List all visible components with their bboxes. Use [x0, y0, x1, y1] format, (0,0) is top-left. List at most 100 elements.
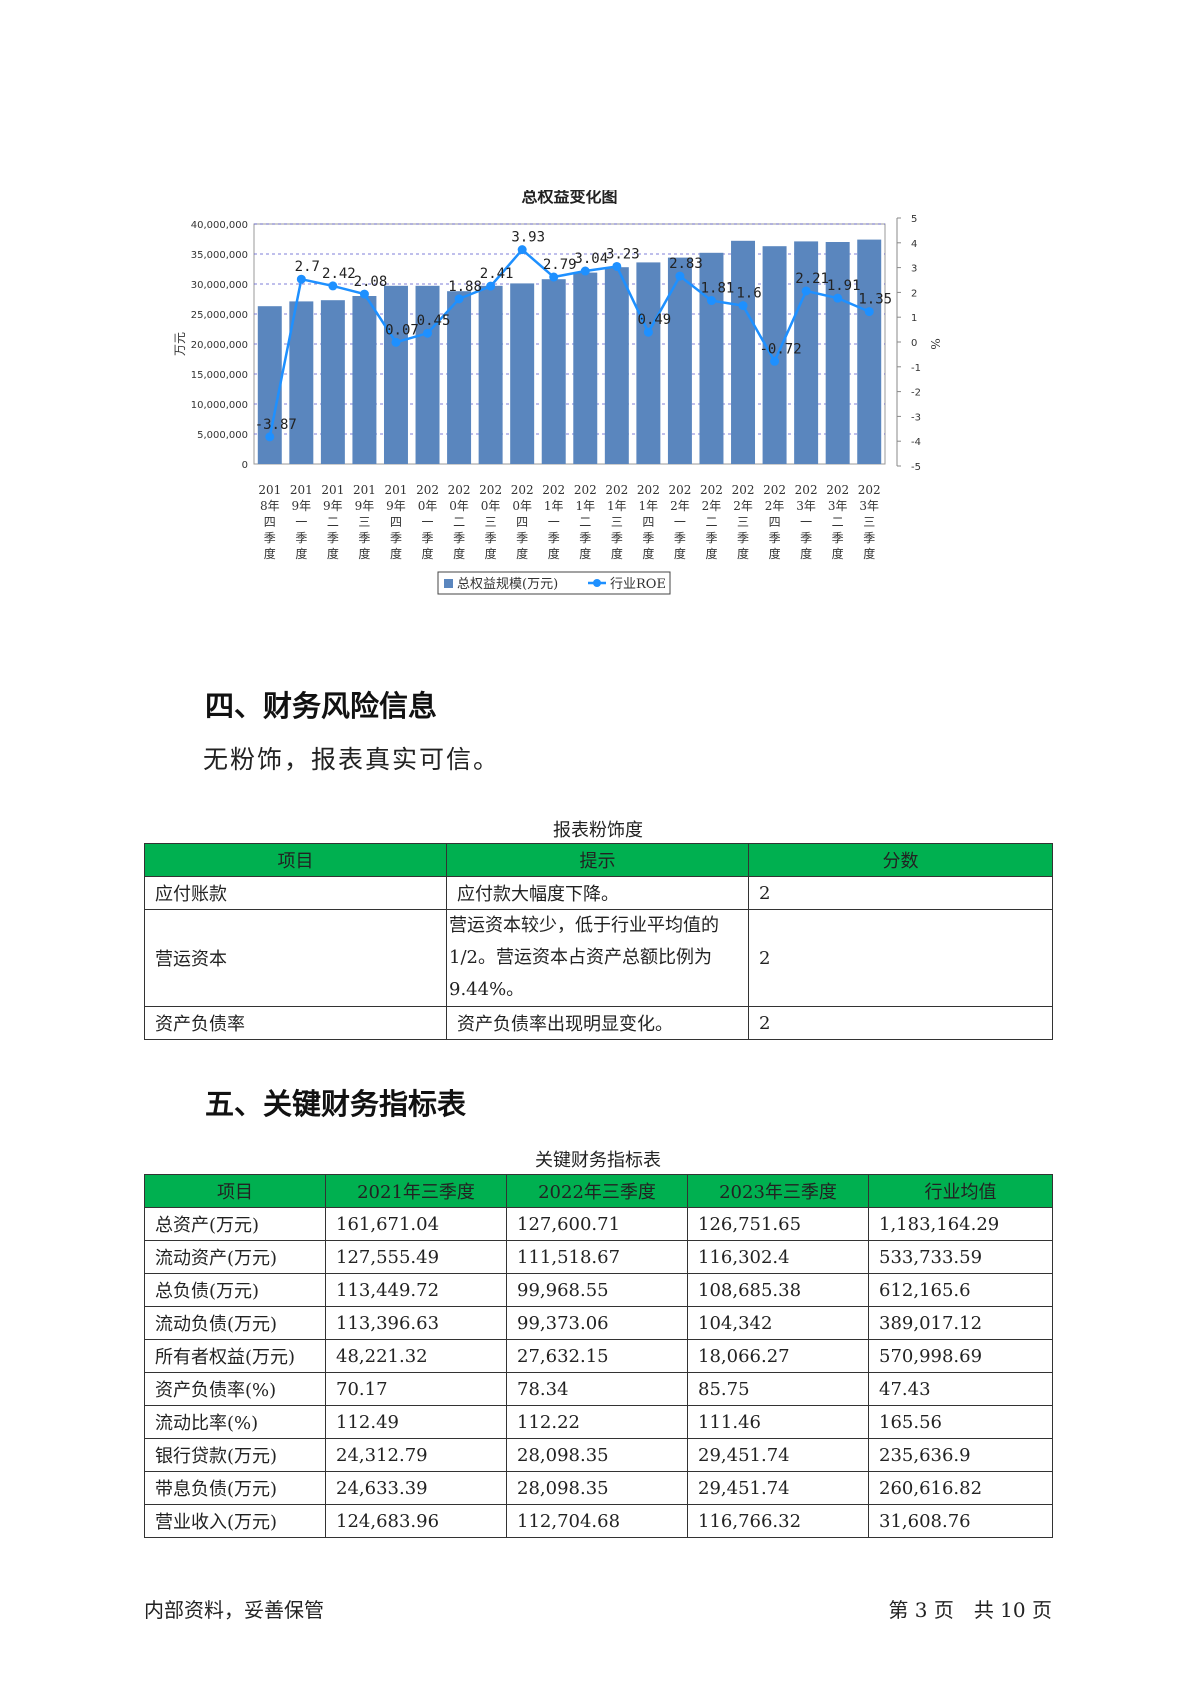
metric-value: 165.56: [868, 1405, 1053, 1439]
x-tick-label: 度: [705, 546, 717, 561]
table-row: 总负债(万元) 113,449.72 99,968.55 108,685.38 612,…: [144, 1273, 1053, 1307]
metric-value: 124,683.96: [325, 1504, 507, 1538]
y2-tick-label: -2: [911, 388, 921, 399]
x-tick-label: 3年: [859, 499, 879, 513]
metric-name: 营业收入(万元): [144, 1504, 326, 1538]
metric-value: 29,451.74: [687, 1471, 869, 1505]
x-tick-label: 一: [295, 515, 307, 529]
x-tick-label: 季: [548, 531, 560, 545]
x-tick-label: 季: [264, 531, 276, 545]
roe-data-label: 2.83: [669, 256, 703, 272]
y2-tick-label: -4: [911, 437, 921, 448]
roe-point: [423, 328, 433, 338]
y2-tick-label: 2: [911, 288, 917, 299]
x-tick-label: 度: [642, 546, 654, 561]
x-tick-label: 三: [737, 515, 749, 529]
x-tick-label: 度: [453, 546, 465, 561]
y2-tick-label: 0: [911, 338, 917, 349]
y2-tick-label: -3: [911, 412, 921, 423]
x-tick-label: 3年: [828, 499, 848, 513]
risk-header-hint: 提示: [446, 843, 749, 877]
bar: [289, 301, 314, 464]
x-tick-label: 季: [422, 531, 434, 545]
roe-data-label: 2.08: [354, 274, 388, 290]
x-tick-label: 201: [321, 483, 344, 497]
roe-point: [296, 274, 306, 284]
roe-line: [268, 247, 870, 438]
metric-value: 113,449.72: [325, 1273, 507, 1307]
x-tick-label: 度: [422, 546, 434, 561]
y-tick-label: 30,000,000: [191, 280, 248, 291]
key-table-header-row: 项目 2021年三季度 2022年三季度 2023年三季度 行业均值: [144, 1174, 1053, 1208]
y-tick-label: 25,000,000: [191, 310, 248, 321]
table-row: 流动资产(万元) 127,555.49 111,518.67 116,302.4 533…: [144, 1240, 1053, 1274]
y2-axis-label: %: [928, 338, 942, 349]
x-tick-label: 202: [479, 483, 502, 497]
roe-point: [643, 327, 653, 337]
table-row: 营运资本 营运资本较少，低于行业平均值的1/2。营运资本占资产总额比例为9.44…: [144, 909, 1053, 1007]
roe-data-label: 0.49: [638, 312, 672, 328]
x-tick-label: 季: [579, 531, 591, 545]
x-tick-label: 0年: [418, 499, 438, 513]
y-tick-label: 0: [242, 460, 248, 471]
x-tick-label: 1年: [575, 499, 595, 513]
roe-data-label: 0.07: [385, 322, 419, 338]
x-tick-label: 度: [548, 546, 560, 561]
metric-name: 资产负债率(%): [144, 1372, 326, 1406]
y2-tick-label: -5: [911, 462, 921, 473]
metric-value: 116,302.4: [687, 1240, 869, 1274]
section4-paragraph: 无粉饰，报表真实可信。: [203, 745, 501, 774]
risk-score: 2: [748, 876, 1053, 910]
roe-data-label: 3.93: [511, 230, 545, 246]
x-tick-label: 201: [385, 483, 408, 497]
x-tick-label: 2年: [670, 499, 690, 513]
roe-data-label: 2.79: [543, 257, 577, 273]
x-tick-label: 季: [832, 531, 844, 545]
bar: [415, 285, 440, 464]
x-tick-label: 一: [548, 515, 560, 529]
metric-value: 260,616.82: [868, 1471, 1053, 1505]
x-tick-label: 202: [795, 483, 818, 497]
metric-value: 1,183,164.29: [868, 1207, 1053, 1241]
x-tick-label: 季: [485, 531, 497, 545]
metric-name: 所有者权益(万元): [144, 1339, 326, 1373]
equity-chart-svg: 总权益变化图 0 5,000,000 10,000,000 15,000,000 20,0…: [173, 190, 942, 595]
roe-data-label: 3.04: [574, 251, 608, 267]
x-tick-label: 度: [579, 546, 591, 561]
metric-name: 流动负债(万元): [144, 1306, 326, 1340]
y2-tick-label: 5: [911, 214, 917, 225]
x-tick-label: 202: [763, 483, 786, 497]
bar: [636, 262, 661, 464]
bar: [573, 272, 598, 464]
risk-item: 资产负债率: [144, 1006, 447, 1040]
metric-value: 127,600.71: [506, 1207, 688, 1241]
x-tick-label: 三: [358, 515, 370, 529]
metric-value: 18,066.27: [687, 1339, 869, 1373]
bar: [762, 246, 787, 464]
legend-bar-label: 总权益规模(万元): [457, 576, 558, 592]
metric-value: 47.43: [868, 1372, 1053, 1406]
roe-data-label: 1.91: [827, 278, 861, 294]
table-row: 流动负债(万元) 113,396.63 99,373.06 104,342 389,01…: [144, 1306, 1053, 1340]
x-tick-label: 季: [295, 531, 307, 545]
table-row: 营业收入(万元) 124,683.96 112,704.68 116,766.32 31…: [144, 1504, 1053, 1538]
x-tick-label: 202: [858, 483, 881, 497]
metric-value: 29,451.74: [687, 1438, 869, 1472]
metric-value: 112,704.68: [506, 1504, 688, 1538]
roe-point: [833, 293, 843, 303]
roe-point: [801, 286, 811, 296]
y-tick-label: 5,000,000: [197, 430, 248, 441]
roe-point: [770, 356, 780, 366]
metric-value: 48,221.32: [325, 1339, 507, 1373]
metric-value: 99,968.55: [506, 1273, 688, 1307]
x-tick-label: 202: [605, 483, 628, 497]
x-tick-label: 季: [737, 531, 749, 545]
y-tick-label: 10,000,000: [191, 400, 248, 411]
x-tick-label: 202: [668, 483, 691, 497]
x-tick-label: 度: [611, 546, 623, 561]
table-row: 应付账款 应付款大幅度下降。 2: [144, 876, 1053, 910]
metric-value: 78.34: [506, 1372, 688, 1406]
table-row: 总资产(万元) 161,671.04 127,600.71 126,751.65 1,1…: [144, 1207, 1053, 1241]
bar: [478, 285, 503, 464]
metric-value: 127,555.49: [325, 1240, 507, 1274]
